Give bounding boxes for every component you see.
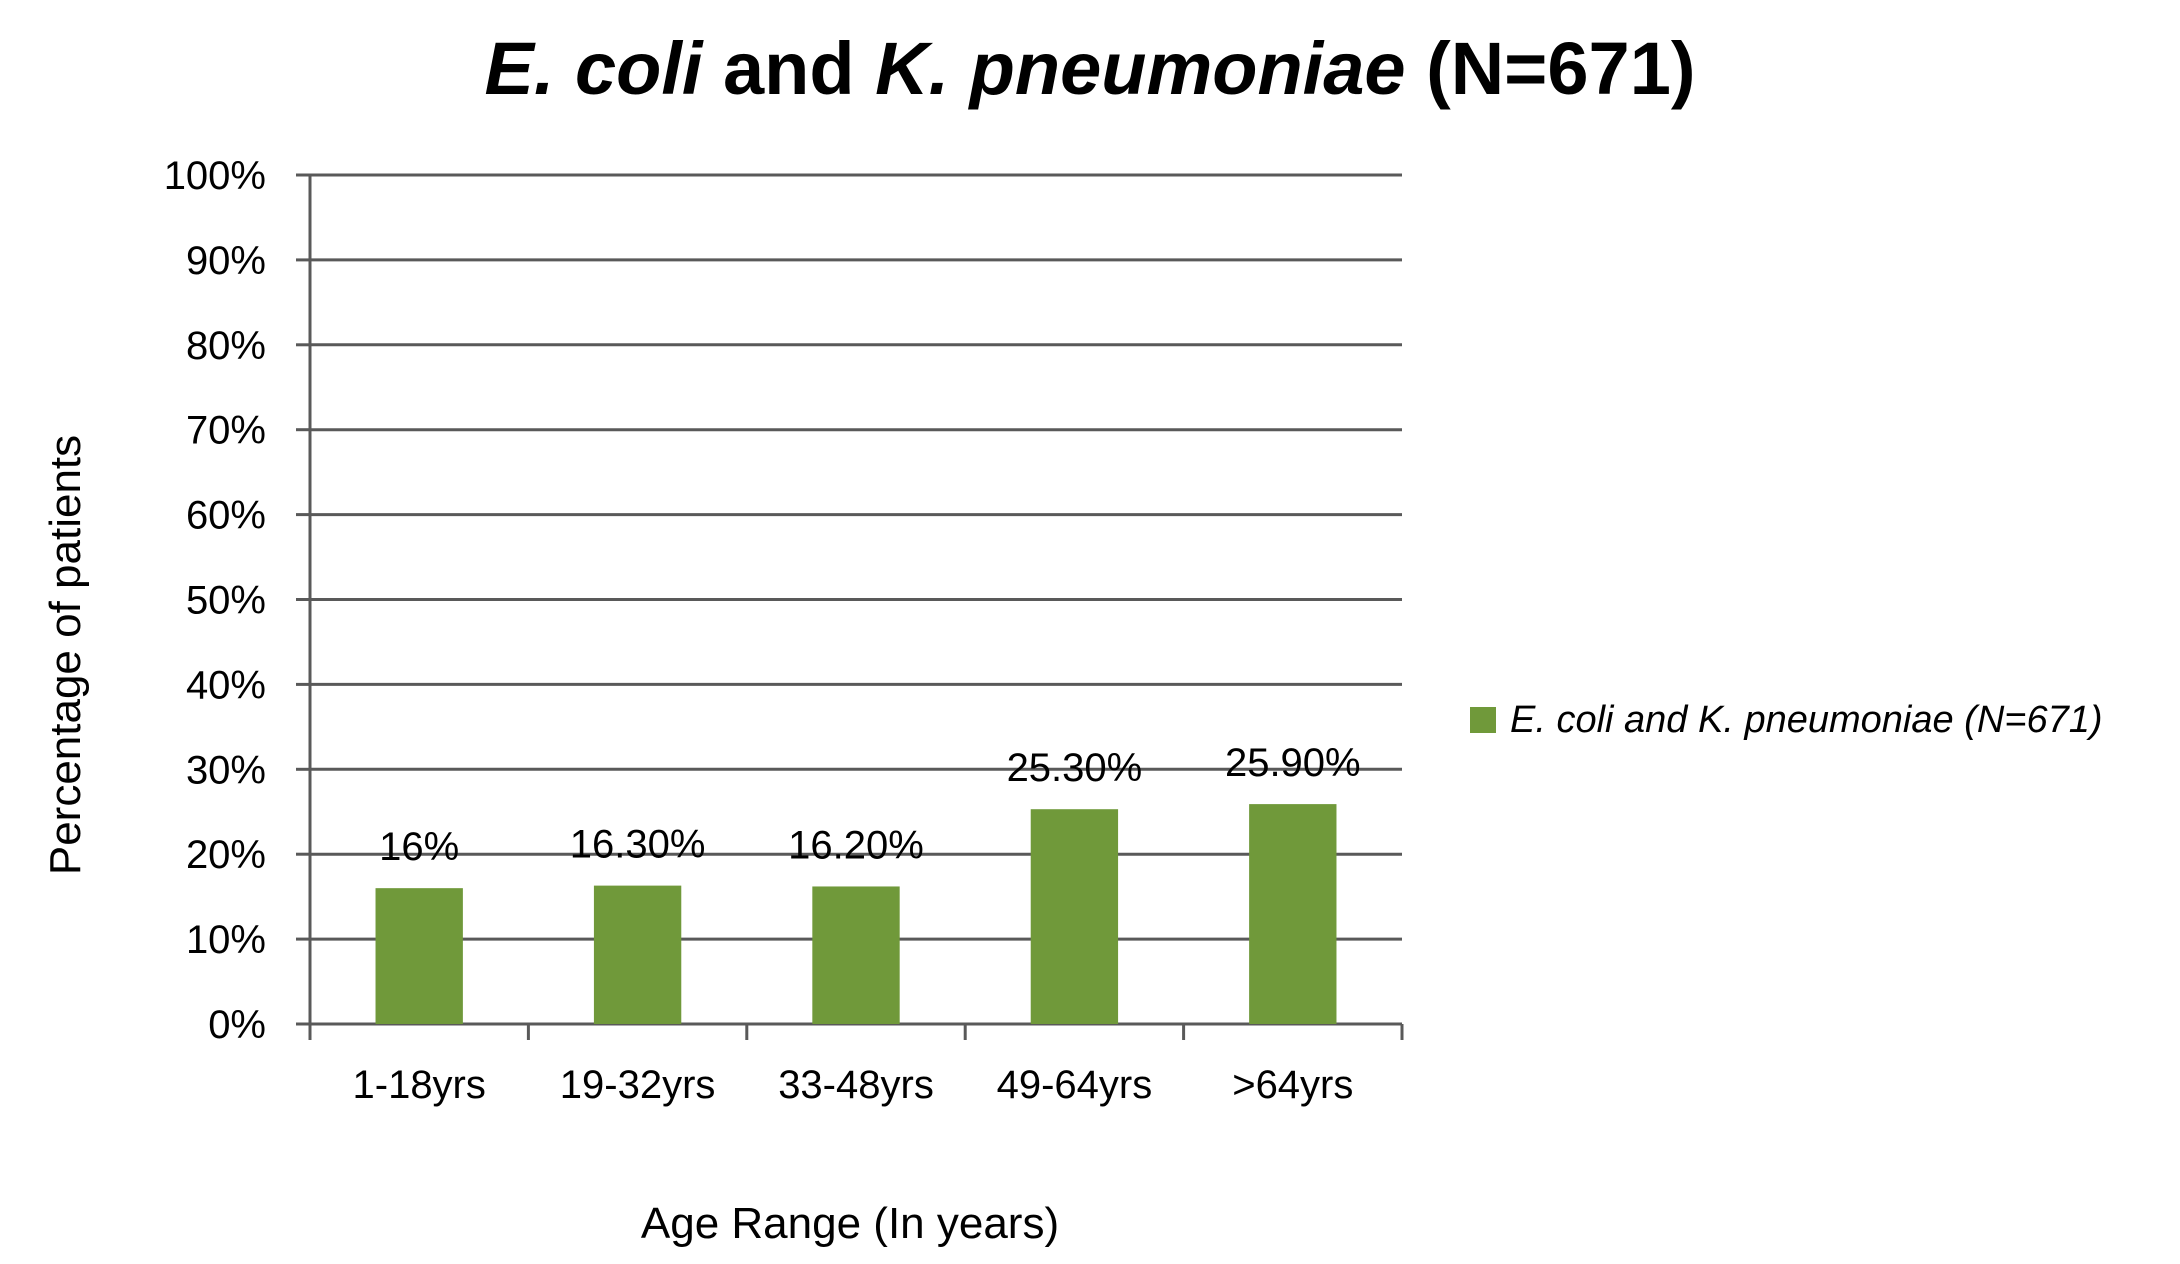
- y-tick-label: 10%: [186, 918, 266, 962]
- y-tick-label: 100%: [164, 154, 266, 198]
- y-tick-labels: 0% 10% 20% 30% 40% 50% 60% 70% 80% 90% 100%: [164, 154, 266, 1047]
- data-label: 25.90%: [1225, 741, 1361, 785]
- x-tick-label: >64yrs: [1232, 1063, 1353, 1107]
- y-tick-label: 30%: [186, 748, 266, 792]
- bar: [812, 886, 900, 1024]
- legend-swatch: [1470, 707, 1496, 733]
- data-label: 16.20%: [788, 823, 924, 867]
- bars: [375, 804, 1337, 1024]
- chart-title-part3: K. pneumoniae: [875, 27, 1405, 110]
- data-label: 16.30%: [570, 823, 706, 867]
- chart-title-part2: and: [702, 27, 875, 110]
- bar: [1249, 804, 1337, 1024]
- x-axis-title: Age Range (In years): [641, 1199, 1059, 1248]
- y-tick-label: 40%: [186, 663, 266, 707]
- y-tick-label: 80%: [186, 324, 266, 368]
- chart-title-part4: (N=671): [1406, 27, 1696, 110]
- gridlines: [310, 173, 1402, 941]
- data-label: 16%: [379, 825, 459, 869]
- x-tick-label: 49-64yrs: [997, 1063, 1153, 1107]
- chart-title-part1: E. coli: [484, 27, 703, 110]
- y-tick-label: 70%: [186, 409, 266, 453]
- bar: [375, 888, 463, 1024]
- axes: [296, 173, 1404, 1040]
- y-tick-label: 60%: [186, 494, 266, 538]
- x-tick-label: 33-48yrs: [778, 1063, 934, 1107]
- x-tick-labels: 1-18yrs 19-32yrs 33-48yrs 49-64yrs >64yrs: [353, 1063, 1354, 1107]
- y-tick-label: 20%: [186, 833, 266, 877]
- bar: [593, 885, 682, 1024]
- chart-title: E. coli and K. pneumoniae (N=671): [484, 27, 1695, 110]
- legend: E. coli and K. pneumoniae (N=671): [1470, 699, 2103, 741]
- bar: [1030, 809, 1119, 1024]
- data-label: 25.30%: [1007, 746, 1143, 790]
- x-tick-label: 1-18yrs: [353, 1063, 486, 1107]
- legend-label: E. coli and K. pneumoniae (N=671): [1510, 699, 2103, 741]
- y-axis-title: Percentage of patients: [41, 435, 90, 875]
- data-labels: 16% 16.30% 16.20% 25.30% 25.90%: [379, 741, 1360, 869]
- y-tick-label: 50%: [186, 579, 266, 623]
- y-tick-label: 90%: [186, 239, 266, 283]
- y-tick-label: 0%: [208, 1003, 266, 1047]
- x-tick-label: 19-32yrs: [560, 1063, 716, 1107]
